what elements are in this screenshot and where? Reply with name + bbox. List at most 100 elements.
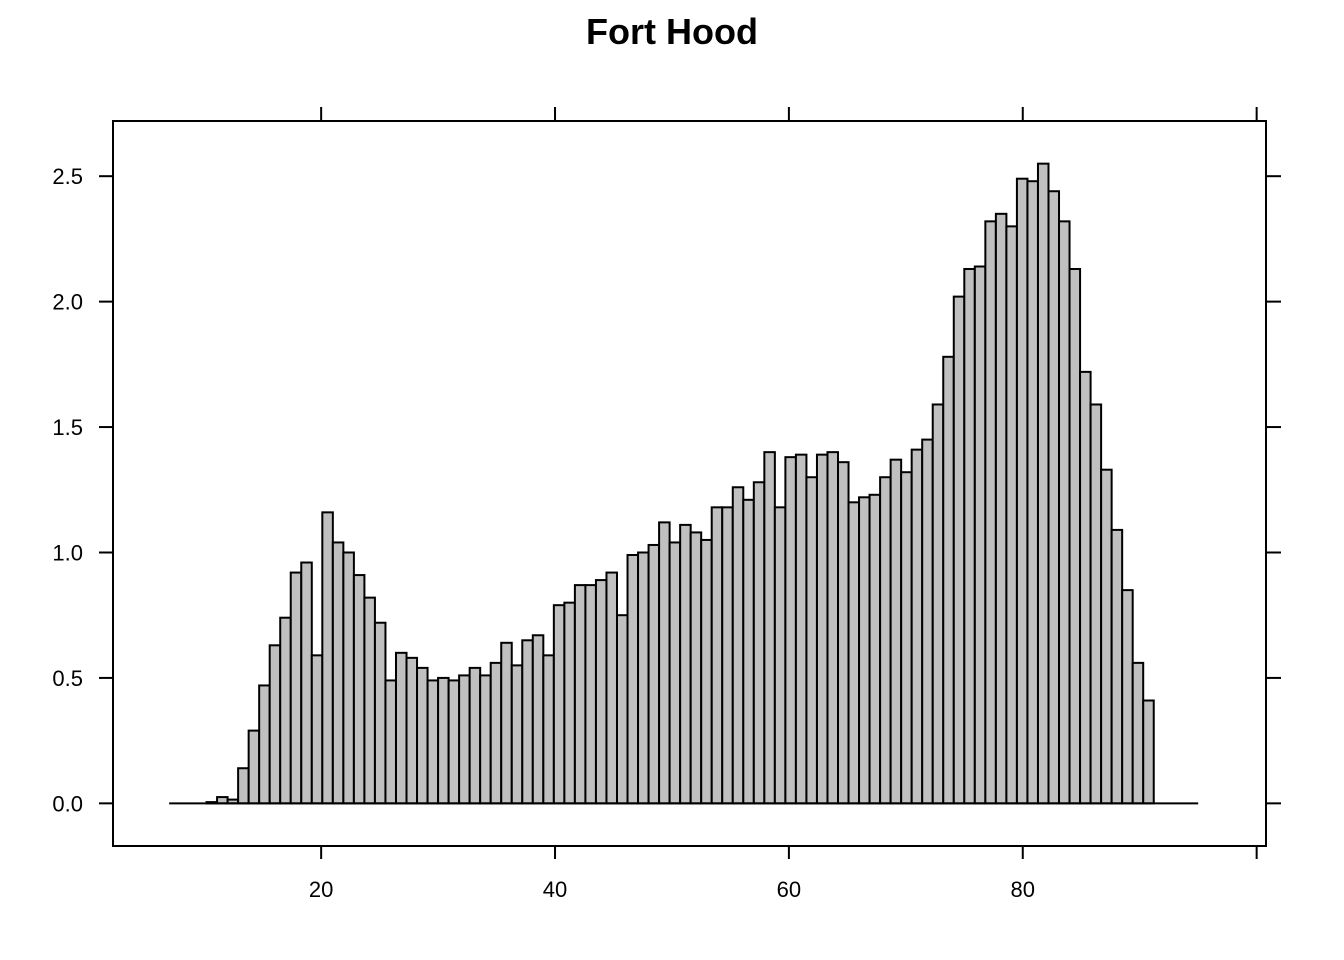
histogram-bar [837,461,850,805]
histogram-bar [531,634,545,805]
histogram-bar [552,604,566,805]
histogram-bar [773,506,787,805]
histogram-bar [826,451,840,805]
histogram-bar [594,579,608,805]
histogram-bar [984,220,997,805]
histogram-bar [468,666,482,805]
histogram-bar [658,521,671,805]
histogram-bar [858,496,871,805]
y-tick-label: 1.0 [52,540,83,565]
histogram-bar [310,654,324,805]
histogram-bar [258,684,271,805]
histogram-bar [679,523,692,805]
histogram-bar [521,639,534,805]
histogram-bar [447,679,461,805]
histogram-bar [626,554,640,805]
histogram-bar [416,666,429,805]
histogram-bar [952,295,966,805]
histogram-bar [879,476,892,805]
x-tick-label: 20 [309,877,333,902]
histogram-bar [321,511,334,805]
histogram-bar [921,438,934,805]
histogram-bar [1100,468,1113,805]
histogram-bar [868,493,882,805]
histogram-bar [815,453,829,805]
histogram-bar [573,584,587,805]
x-tick-label: 60 [777,877,801,902]
y-tick-label: 1.5 [52,415,83,440]
histogram-bar [300,561,313,805]
histogram-bar [731,486,745,805]
histogram-bar [279,616,292,805]
histogram-bar [489,661,503,805]
histogram-bar [479,674,492,805]
histogram-bar [647,543,661,805]
y-tick-label: 2.0 [52,290,83,315]
histogram-bar [394,651,408,805]
histogram-bar [763,451,776,805]
histogram-bar [668,541,682,805]
chart-title: Fort Hood [586,11,758,52]
y-axis: 0.0 0.5 1.0 1.5 2.0 2.5 [52,164,1281,816]
x-tick-label: 40 [543,877,567,902]
histogram-bar [721,506,734,805]
histogram-bar [510,664,524,805]
x-axis: 20 40 60 80 [309,107,1258,902]
histogram-bar [1131,661,1145,805]
histogram-bar [942,355,955,805]
histogram-bar [426,679,440,805]
histogram-bar [784,456,797,805]
histogram-bar [752,481,766,805]
histogram-bar [1068,268,1082,805]
histogram-bar [637,551,650,805]
histogram-bar [352,574,366,805]
histogram-bar [1058,220,1071,805]
histogram-bar [584,584,597,805]
histogram-bar [1026,180,1039,805]
histogram-bar [331,541,345,805]
histogram-bar [247,729,261,805]
histogram-bar [963,268,976,805]
y-tick-label: 2.5 [52,164,83,189]
histogram-bar [373,621,387,805]
histogram-bar [289,571,303,805]
y-tick-label: 0.5 [52,666,83,691]
histogram-bar [1121,589,1134,805]
histogram-bar [973,265,987,805]
histogram-bar [931,403,945,805]
histogram-bar [1089,403,1103,805]
histogram-bar [363,596,376,805]
histogram-bar [1036,162,1050,805]
histogram-bar [605,571,618,805]
histogram-bar [237,767,250,805]
histogram-bar [900,471,913,805]
histogram-bar [1110,528,1124,805]
histogram-bar [500,641,513,805]
histogram-bar [710,506,724,805]
histogram-bar [794,453,808,805]
histogram-bar [1079,370,1092,805]
histogram-bar [805,476,818,805]
histogram-bar [1005,225,1018,805]
histogram-bar [1142,699,1155,805]
y-tick-label: 0.0 [52,791,83,816]
histogram-bar [994,212,1008,805]
x-tick-label: 80 [1011,877,1035,902]
histogram-bar [563,601,576,805]
histogram-bar [742,498,755,805]
histogram-bar [689,531,703,805]
histogram-bar [616,614,629,805]
histogram-bar [342,551,355,805]
histogram-bar [700,538,713,805]
histogram-bar [847,501,861,805]
plot-frame [112,120,1267,847]
histogram-bar [1047,190,1061,805]
histogram-bar [268,644,282,805]
histogram-bar [384,679,397,805]
histogram-bar [437,676,450,805]
histogram-bar [542,654,555,805]
bars-group [205,162,1155,805]
histogram-bar [458,674,471,805]
histogram-bar [889,458,903,805]
